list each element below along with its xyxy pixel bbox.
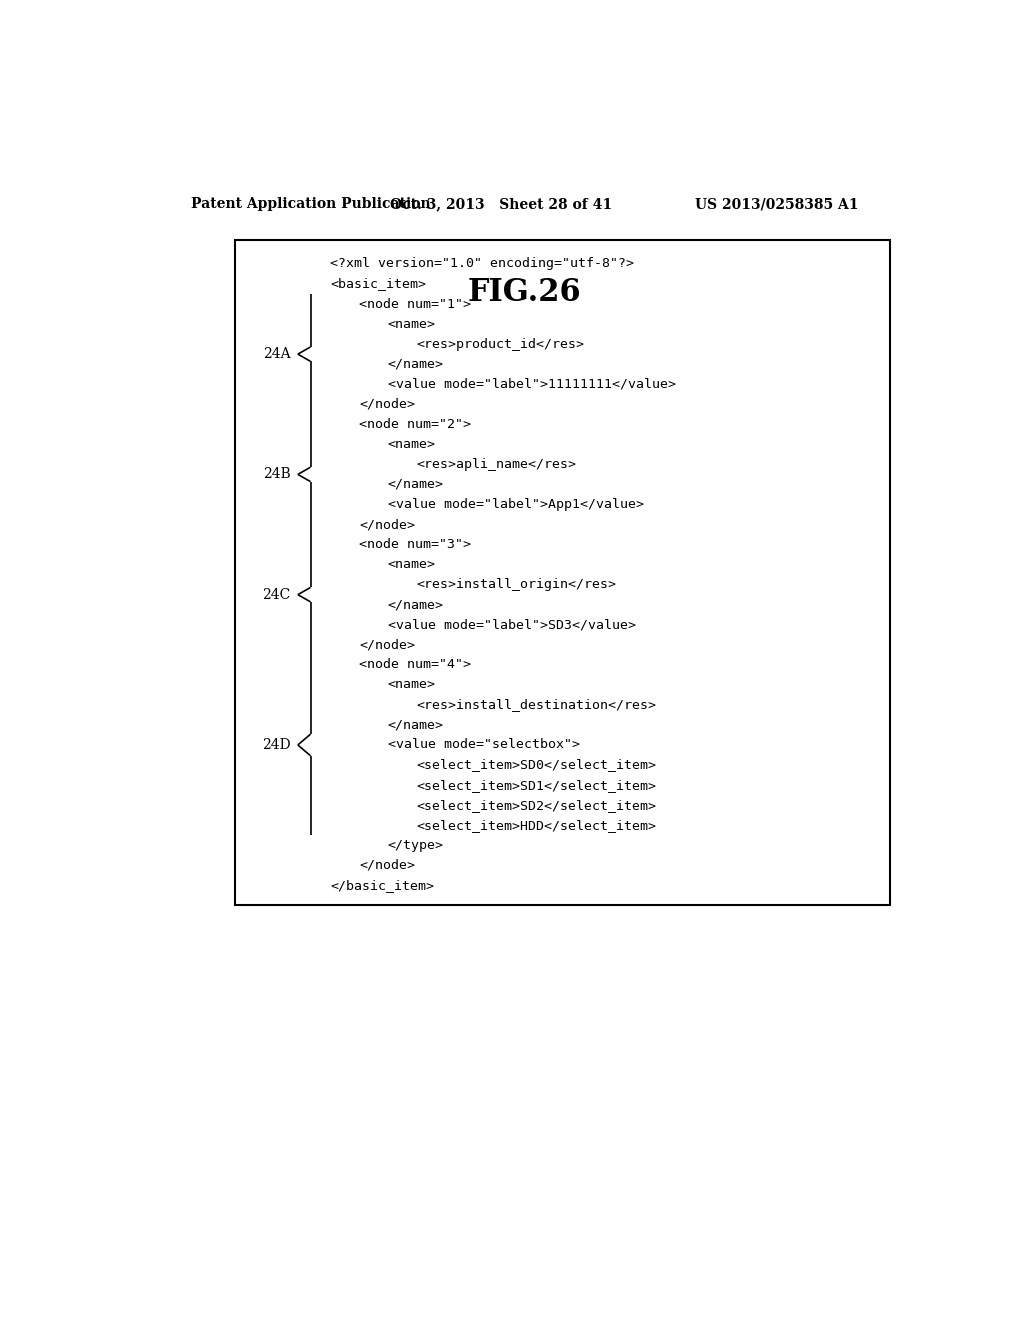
Text: </node>: </node> [359, 639, 415, 651]
Text: 24D: 24D [262, 738, 291, 752]
Text: </node>: </node> [359, 397, 415, 411]
Text: <value mode="label">SD3</value>: <value mode="label">SD3</value> [387, 618, 636, 631]
Text: 24A: 24A [263, 347, 291, 362]
Text: <res>product_id</res>: <res>product_id</res> [416, 338, 584, 351]
Text: <select_item>SD1</select_item>: <select_item>SD1</select_item> [416, 779, 656, 792]
Text: </name>: </name> [387, 358, 443, 371]
Bar [236, 240, 890, 906]
Text: </name>: </name> [387, 478, 443, 491]
Text: <?xml version="1.0" encoding="utf-8"?>: <?xml version="1.0" encoding="utf-8"?> [331, 257, 635, 271]
Text: <value mode="label">App1</value>: <value mode="label">App1</value> [387, 498, 643, 511]
Text: <name>: <name> [387, 438, 435, 451]
Text: US 2013/0258385 A1: US 2013/0258385 A1 [694, 197, 858, 211]
Text: 24C: 24C [262, 587, 291, 602]
Text: </name>: </name> [387, 598, 443, 611]
Text: <select_item>SD0</select_item>: <select_item>SD0</select_item> [416, 759, 656, 771]
Text: </node>: </node> [359, 517, 415, 531]
Text: <res>install_origin</res>: <res>install_origin</res> [416, 578, 616, 591]
Text: <node num="4">: <node num="4"> [359, 659, 471, 672]
Text: <res>apli_name</res>: <res>apli_name</res> [416, 458, 577, 471]
Text: Oct. 3, 2013   Sheet 28 of 41: Oct. 3, 2013 Sheet 28 of 41 [390, 197, 612, 211]
Text: <res>install_destination</res>: <res>install_destination</res> [416, 698, 656, 711]
Text: <node num="1">: <node num="1"> [359, 297, 471, 310]
Text: <name>: <name> [387, 318, 435, 330]
Text: <name>: <name> [387, 678, 435, 692]
Text: </type>: </type> [387, 838, 443, 851]
Text: 24B: 24B [263, 467, 291, 482]
Text: <select_item>HDD</select_item>: <select_item>HDD</select_item> [416, 818, 656, 832]
Text: </name>: </name> [387, 718, 443, 731]
Text: Patent Application Publication: Patent Application Publication [191, 197, 431, 211]
Text: </node>: </node> [359, 859, 415, 871]
Text: <select_item>SD2</select_item>: <select_item>SD2</select_item> [416, 799, 656, 812]
Text: </basic_item>: </basic_item> [331, 879, 434, 892]
Text: <node num="3">: <node num="3"> [359, 539, 471, 550]
Text: <value mode="selectbox">: <value mode="selectbox"> [387, 738, 580, 751]
Text: <name>: <name> [387, 558, 435, 572]
Text: <basic_item>: <basic_item> [331, 277, 426, 290]
Text: FIG.26: FIG.26 [468, 277, 582, 308]
Text: <value mode="label">11111111</value>: <value mode="label">11111111</value> [387, 378, 676, 391]
Text: <node num="2">: <node num="2"> [359, 418, 471, 430]
